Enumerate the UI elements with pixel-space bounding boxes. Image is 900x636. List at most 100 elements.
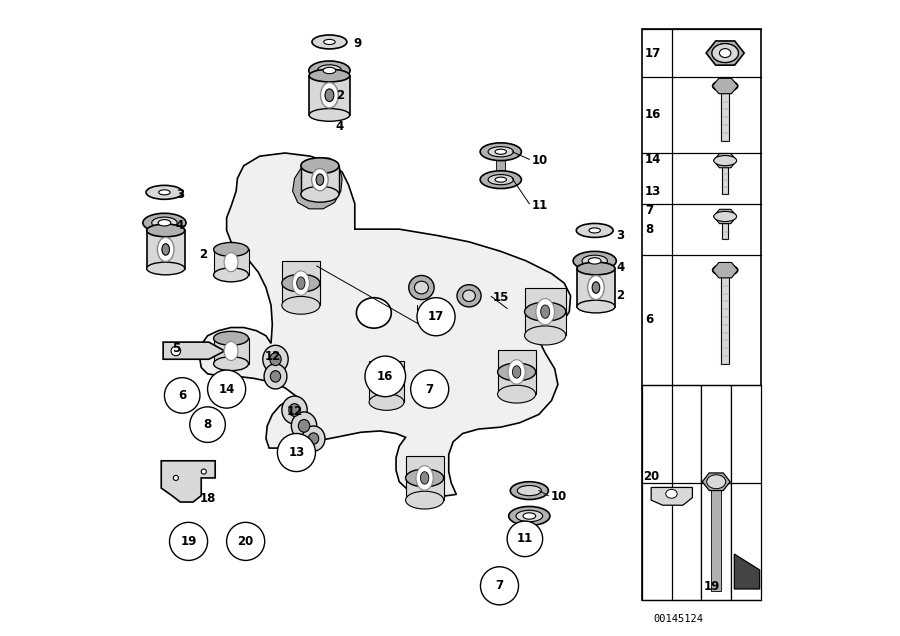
Ellipse shape bbox=[302, 426, 325, 451]
Ellipse shape bbox=[457, 285, 482, 307]
Text: 20: 20 bbox=[644, 470, 660, 483]
Bar bbox=[406, 456, 444, 500]
Bar bbox=[147, 230, 184, 268]
Ellipse shape bbox=[316, 174, 324, 185]
Ellipse shape bbox=[213, 242, 248, 256]
Ellipse shape bbox=[224, 252, 238, 272]
Ellipse shape bbox=[282, 396, 307, 424]
Text: 6: 6 bbox=[178, 389, 186, 402]
Ellipse shape bbox=[213, 331, 248, 345]
Ellipse shape bbox=[714, 156, 736, 166]
Ellipse shape bbox=[158, 219, 171, 226]
Text: 7: 7 bbox=[495, 579, 504, 592]
Ellipse shape bbox=[510, 481, 548, 499]
Ellipse shape bbox=[309, 433, 319, 445]
Ellipse shape bbox=[706, 474, 725, 488]
Ellipse shape bbox=[289, 404, 301, 417]
Ellipse shape bbox=[270, 353, 281, 366]
Text: 17: 17 bbox=[644, 46, 662, 60]
Bar bbox=[701, 385, 731, 600]
Ellipse shape bbox=[146, 185, 183, 199]
Bar bbox=[214, 338, 248, 364]
Ellipse shape bbox=[297, 277, 305, 289]
Polygon shape bbox=[292, 158, 342, 209]
Ellipse shape bbox=[143, 213, 186, 232]
Text: 19: 19 bbox=[703, 580, 720, 593]
Ellipse shape bbox=[573, 251, 616, 270]
Polygon shape bbox=[702, 473, 730, 490]
Bar bbox=[496, 152, 505, 179]
Ellipse shape bbox=[356, 298, 392, 328]
Text: 13: 13 bbox=[288, 446, 304, 459]
Bar bbox=[369, 361, 404, 402]
Polygon shape bbox=[714, 209, 736, 224]
Ellipse shape bbox=[318, 65, 341, 76]
Circle shape bbox=[481, 567, 518, 605]
Circle shape bbox=[208, 370, 246, 408]
Ellipse shape bbox=[409, 275, 434, 300]
Ellipse shape bbox=[147, 262, 184, 275]
Circle shape bbox=[169, 522, 208, 560]
Text: 4: 4 bbox=[176, 219, 184, 233]
Ellipse shape bbox=[666, 489, 677, 498]
Ellipse shape bbox=[536, 298, 554, 325]
Ellipse shape bbox=[311, 169, 328, 191]
Text: 8: 8 bbox=[203, 418, 212, 431]
Polygon shape bbox=[734, 554, 760, 589]
Text: 19: 19 bbox=[180, 535, 197, 548]
Text: 11: 11 bbox=[531, 198, 547, 212]
Ellipse shape bbox=[324, 39, 335, 45]
Bar bbox=[642, 385, 701, 600]
Ellipse shape bbox=[147, 224, 184, 237]
Ellipse shape bbox=[382, 376, 391, 387]
Ellipse shape bbox=[406, 469, 444, 487]
Bar bbox=[309, 76, 350, 115]
Ellipse shape bbox=[171, 346, 181, 356]
Ellipse shape bbox=[516, 510, 543, 522]
Circle shape bbox=[507, 521, 543, 556]
Text: 4: 4 bbox=[616, 261, 625, 273]
Ellipse shape bbox=[309, 109, 350, 121]
Text: 4: 4 bbox=[336, 120, 344, 133]
Polygon shape bbox=[714, 153, 736, 168]
Ellipse shape bbox=[508, 360, 526, 384]
Bar bbox=[642, 29, 761, 600]
Text: 3: 3 bbox=[176, 188, 184, 201]
Polygon shape bbox=[652, 487, 692, 505]
Ellipse shape bbox=[301, 158, 339, 174]
Text: 11: 11 bbox=[517, 532, 533, 545]
Ellipse shape bbox=[158, 237, 174, 261]
Ellipse shape bbox=[369, 394, 404, 410]
Ellipse shape bbox=[541, 305, 550, 318]
Ellipse shape bbox=[495, 177, 507, 182]
Ellipse shape bbox=[488, 174, 514, 184]
Ellipse shape bbox=[523, 513, 536, 519]
Text: 10: 10 bbox=[550, 490, 566, 504]
Bar bbox=[731, 385, 761, 600]
Text: 2: 2 bbox=[199, 248, 207, 261]
Ellipse shape bbox=[576, 223, 613, 237]
Ellipse shape bbox=[282, 296, 320, 314]
Text: 6: 6 bbox=[644, 313, 653, 326]
Ellipse shape bbox=[713, 265, 738, 276]
Text: 2: 2 bbox=[616, 289, 625, 302]
Ellipse shape bbox=[488, 147, 514, 157]
Text: 8: 8 bbox=[644, 223, 653, 236]
Circle shape bbox=[165, 378, 200, 413]
Text: 13: 13 bbox=[644, 184, 662, 198]
Ellipse shape bbox=[525, 326, 566, 345]
Bar bbox=[498, 350, 536, 394]
Ellipse shape bbox=[174, 475, 178, 480]
Ellipse shape bbox=[589, 258, 601, 264]
Ellipse shape bbox=[213, 357, 248, 371]
Text: 16: 16 bbox=[377, 370, 393, 383]
Ellipse shape bbox=[508, 506, 550, 525]
Ellipse shape bbox=[301, 186, 339, 202]
Ellipse shape bbox=[512, 366, 521, 378]
Ellipse shape bbox=[298, 420, 310, 432]
Ellipse shape bbox=[162, 244, 169, 255]
Polygon shape bbox=[713, 263, 738, 278]
Ellipse shape bbox=[312, 35, 346, 49]
Ellipse shape bbox=[282, 274, 320, 292]
Ellipse shape bbox=[152, 217, 177, 228]
